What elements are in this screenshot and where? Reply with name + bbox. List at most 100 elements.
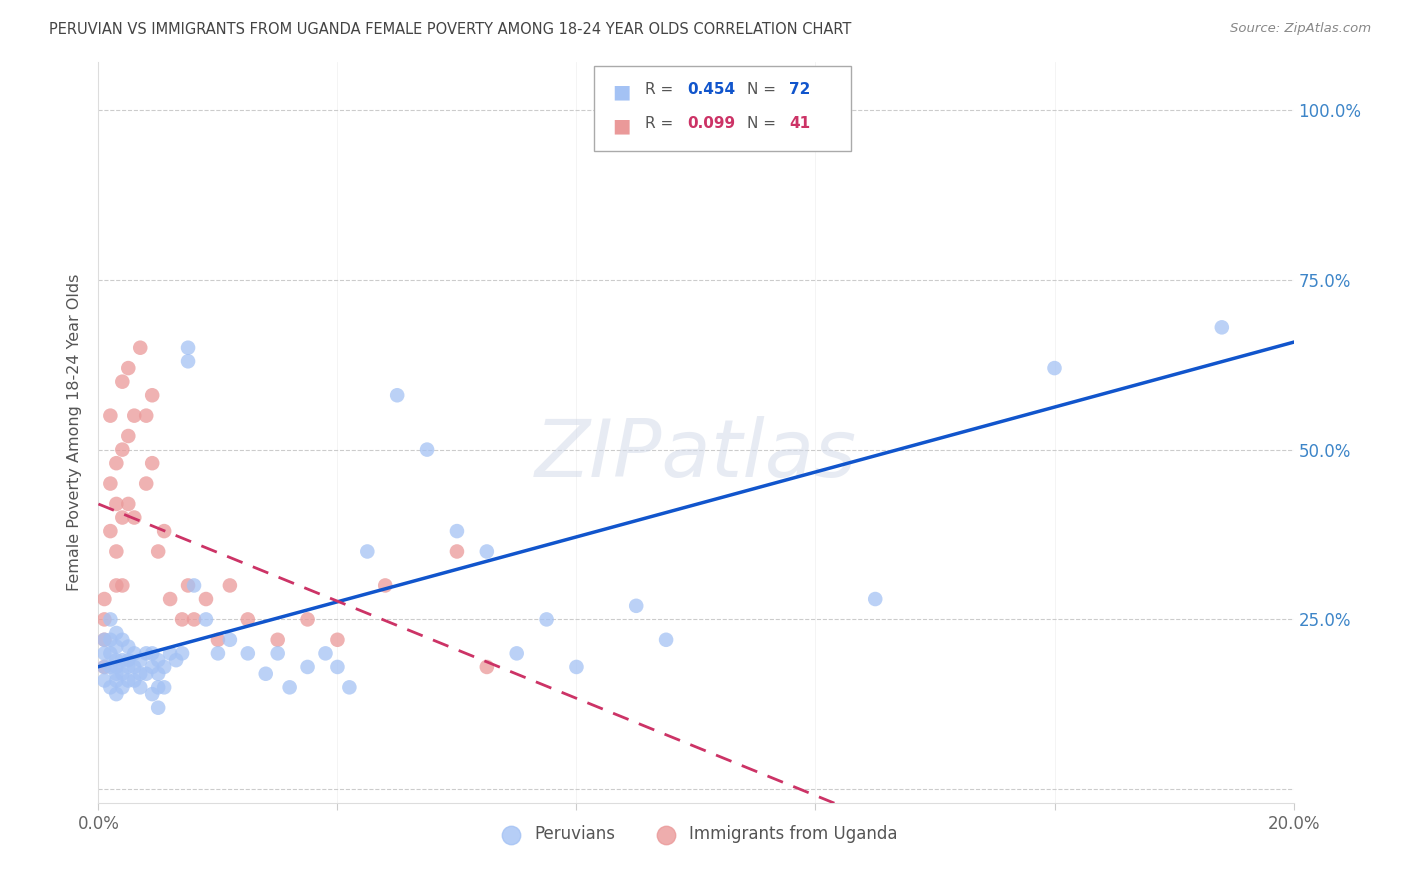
Point (111, 510, 134, 524)
Text: N =: N = (748, 82, 782, 97)
Point (141, 388, 163, 402)
Point (117, 497, 139, 511)
Text: R =: R = (644, 117, 678, 131)
Point (117, 640, 139, 654)
Point (141, 660, 163, 674)
Point (177, 578, 200, 592)
Point (124, 646, 146, 660)
Legend: Peruvians, Immigrants from Uganda: Peruvians, Immigrants from Uganda (488, 819, 904, 850)
Point (195, 592, 218, 607)
FancyBboxPatch shape (595, 66, 852, 152)
Point (475, 544, 498, 558)
Point (98, 612, 122, 626)
Point (135, 409, 157, 423)
Point (98, 632, 122, 647)
Point (236, 646, 259, 660)
Point (159, 592, 181, 607)
Point (326, 660, 349, 674)
Point (98, 660, 122, 674)
Point (105, 626, 128, 640)
Point (183, 612, 205, 626)
Text: R =: R = (644, 82, 678, 97)
Point (111, 442, 134, 457)
Point (135, 646, 157, 660)
Point (153, 524, 176, 538)
Point (1043, 361, 1066, 376)
Point (315, 646, 337, 660)
Point (105, 660, 128, 674)
Point (93, 592, 115, 607)
Point (93, 673, 115, 688)
Point (98, 524, 122, 538)
Point (374, 578, 396, 592)
Point (111, 632, 134, 647)
Y-axis label: Female Poverty Among 18-24 Year Olds: Female Poverty Among 18-24 Year Olds (67, 274, 83, 591)
Point (159, 646, 181, 660)
Point (93, 612, 115, 626)
Point (129, 341, 152, 355)
Point (446, 524, 468, 538)
Point (124, 673, 146, 688)
Point (111, 578, 134, 592)
Point (685, 123, 707, 137)
Point (105, 653, 128, 667)
Point (105, 687, 128, 701)
Point (1211, 320, 1233, 334)
Point (111, 653, 134, 667)
Point (254, 666, 277, 681)
Point (267, 632, 290, 647)
Point (339, 681, 361, 695)
Point (655, 632, 678, 647)
Point (297, 660, 319, 674)
Point (141, 456, 163, 470)
Point (105, 456, 128, 470)
Point (93, 632, 115, 647)
Text: ZIPatlas: ZIPatlas (534, 416, 858, 494)
Text: ■: ■ (613, 82, 631, 102)
Point (105, 544, 128, 558)
Point (93, 646, 115, 660)
Text: PERUVIAN VS IMMIGRANTS FROM UGANDA FEMALE POVERTY AMONG 18-24 YEAR OLDS CORRELAT: PERUVIAN VS IMMIGRANTS FROM UGANDA FEMAL… (49, 22, 852, 37)
Point (177, 341, 200, 355)
Point (148, 681, 170, 695)
Point (506, 646, 529, 660)
Point (135, 476, 157, 491)
Point (416, 442, 439, 457)
Point (236, 612, 259, 626)
Point (98, 409, 122, 423)
Point (93, 660, 115, 674)
Point (183, 578, 205, 592)
Point (278, 681, 301, 695)
Text: N =: N = (748, 117, 782, 131)
Point (105, 497, 128, 511)
Point (98, 646, 122, 660)
Text: Source: ZipAtlas.com: Source: ZipAtlas.com (1230, 22, 1371, 36)
Text: 72: 72 (789, 82, 811, 97)
Point (98, 476, 122, 491)
Point (148, 666, 170, 681)
Point (105, 640, 128, 654)
Point (129, 681, 152, 695)
Text: ■: ■ (613, 117, 631, 136)
Point (141, 687, 163, 701)
Text: 41: 41 (789, 117, 810, 131)
Point (148, 653, 170, 667)
Point (117, 653, 139, 667)
Point (148, 544, 170, 558)
Point (111, 681, 134, 695)
Point (297, 612, 319, 626)
Point (124, 510, 146, 524)
Point (117, 429, 139, 443)
Text: 0.099: 0.099 (688, 117, 735, 131)
Point (117, 660, 139, 674)
Point (111, 375, 134, 389)
Point (124, 409, 146, 423)
Point (446, 544, 468, 558)
Point (385, 388, 409, 402)
Point (207, 632, 229, 647)
Point (195, 612, 218, 626)
Point (105, 673, 128, 688)
Point (219, 578, 242, 592)
Point (105, 666, 128, 681)
Point (148, 700, 170, 714)
